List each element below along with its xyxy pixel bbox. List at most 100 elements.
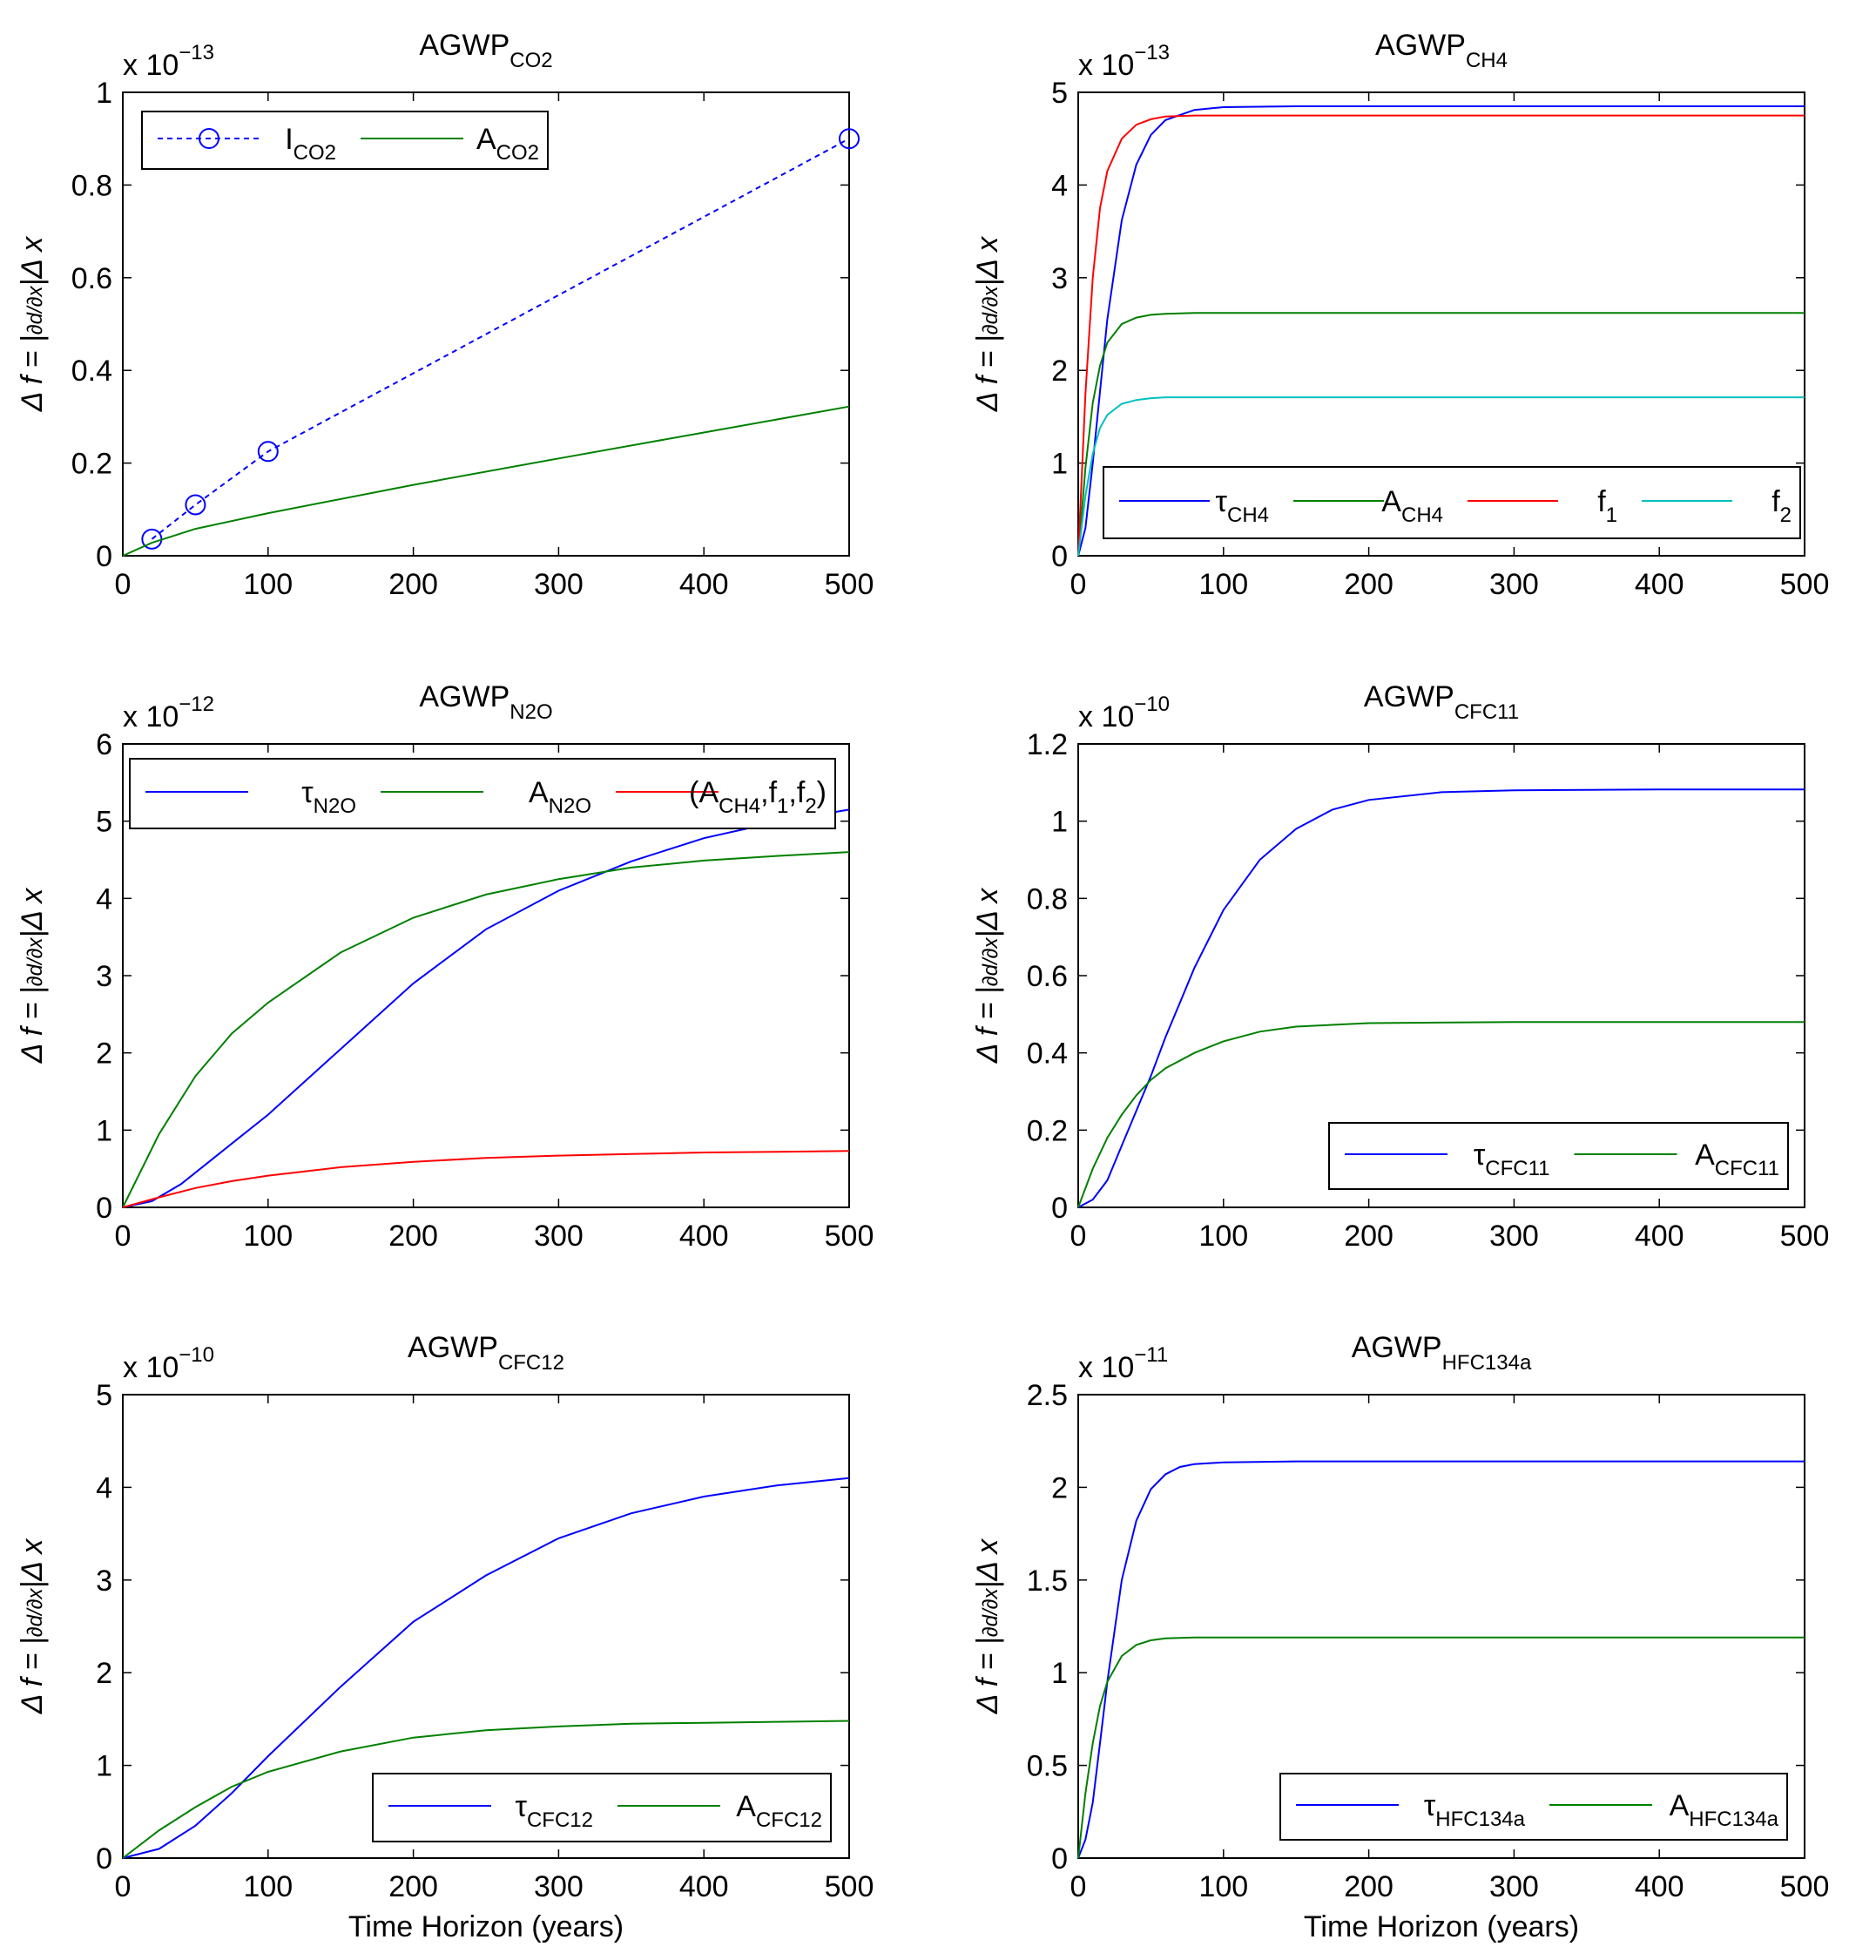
series-line: [122, 1477, 850, 1859]
axis-multiplier: x 10−13: [123, 41, 214, 82]
legend-label: τN2O: [301, 776, 356, 818]
series-line: [1077, 1021, 1805, 1208]
axis-multiplier: x 10−13: [1078, 41, 1170, 82]
legend-label: τCH4: [1216, 485, 1269, 527]
y-tick-label: 6: [96, 728, 112, 761]
y-tick-label: 2: [96, 1657, 112, 1690]
x-tick-label: 100: [1198, 568, 1248, 601]
series-line: [122, 405, 850, 557]
series-f-1: [1077, 114, 1805, 557]
x-tick-label: 500: [1780, 1220, 1830, 1253]
series-line: [1077, 1636, 1805, 1859]
legend-label: τCFC12: [516, 1790, 593, 1832]
x-tick-label: 500: [825, 1220, 874, 1253]
series-τ-n2o: [122, 808, 850, 1208]
y-tick-label: 1: [1051, 1657, 1068, 1690]
y-tick-label: 0: [1051, 1192, 1068, 1225]
x-tick-label: 500: [825, 1870, 874, 1903]
legend: τCFC11 ACFC11: [1328, 1122, 1789, 1190]
legend-box: [129, 758, 836, 829]
series-A-n2o: [122, 851, 850, 1208]
x-tick-label: 200: [388, 1870, 438, 1903]
x-tick-label: 400: [1635, 568, 1684, 601]
legend-label: AN2O: [529, 776, 591, 818]
legend-label: (ACH4,f1,f2): [689, 776, 827, 818]
y-axis-label: Δ f = |∂d/∂x|Δ x: [971, 888, 1004, 1064]
y-tick-label: 0: [1051, 1842, 1068, 1876]
y-tick-label: 0: [1051, 540, 1068, 573]
series-τ-hfc134a: [1077, 1460, 1805, 1859]
y-tick-label: 4: [1051, 169, 1068, 202]
axis-multiplier: x 10−10: [123, 1343, 214, 1384]
y-tick-label: 4: [96, 882, 112, 916]
legend-box: [372, 1773, 832, 1842]
series-A-cfc11: [1077, 1021, 1805, 1208]
legend-label: ACFC11: [1695, 1139, 1779, 1180]
series-A-ch4: [122, 1150, 850, 1208]
legend-label: ACH4: [1381, 485, 1443, 527]
series-f-2: [1077, 396, 1805, 557]
y-tick-label: 2: [1051, 355, 1068, 388]
axis-multiplier: x 10−11: [1078, 1343, 1168, 1384]
y-tick-label: 1.5: [1027, 1565, 1068, 1598]
y-tick-label: 0.2: [1027, 1114, 1068, 1147]
x-tick-label: 400: [679, 1220, 729, 1253]
x-tick-label: 100: [1198, 1220, 1248, 1253]
x-tick-label: 100: [243, 1870, 293, 1903]
chart-title: AGWPCFC12: [408, 1331, 564, 1375]
series-I-co2: [141, 128, 860, 550]
series-A-ch4: [1077, 312, 1805, 557]
y-axis-label: Δ f = |∂d/∂x|Δ x: [16, 888, 49, 1064]
y-tick-label: 0.4: [1027, 1037, 1068, 1071]
x-tick-label: 0: [115, 1220, 132, 1253]
y-tick-label: 5: [1051, 77, 1068, 110]
y-tick-label: 5: [96, 1379, 112, 1412]
axis-multiplier: x 10−10: [1078, 693, 1170, 733]
legend-box: [1328, 1122, 1789, 1190]
y-tick-label: 4: [96, 1471, 112, 1504]
series-line: [122, 808, 850, 1208]
series-line: [1077, 396, 1805, 557]
x-tick-label: 200: [1344, 1870, 1394, 1903]
legend: τCFC12 ACFC12: [372, 1773, 832, 1842]
series-τ-ch4: [1077, 105, 1805, 557]
legend-label: ICO2: [285, 123, 336, 165]
x-tick-label: 0: [1070, 1220, 1087, 1253]
x-tick-label: 0: [1070, 568, 1087, 601]
chart-title: AGWPCFC11: [1364, 680, 1519, 724]
x-tick-label: 500: [1780, 568, 1830, 601]
x-tick-label: 300: [1489, 1870, 1539, 1903]
legend: ICO2 ACO2: [141, 111, 549, 170]
x-tick-label: 500: [1780, 1870, 1830, 1903]
series-line: [1077, 105, 1805, 557]
legend-label: τCFC11: [1474, 1139, 1550, 1180]
y-tick-label: 0.6: [1027, 960, 1068, 993]
x-tick-label: 0: [115, 1870, 132, 1903]
series-line: [151, 138, 850, 540]
x-tick-label: 300: [1489, 1220, 1539, 1253]
chart-panel-ch4: 0 100 200 300 400 500 0 1 2 3 4 5 x 10−13 AGWPCH4 Δ f …: [971, 29, 1829, 601]
series-line: [122, 1720, 850, 1859]
series-line: [1077, 312, 1805, 557]
chart-panel-hfc134a: 0 100 200 300 400 500 0 0.5 1 1.5 2 2.5 x 10−11 AGWPH…: [971, 1331, 1829, 1943]
chart-title: AGWPHFC134a: [1352, 1331, 1532, 1375]
x-tick-label: 0: [115, 568, 132, 601]
legend-label: f2: [1771, 485, 1792, 527]
x-tick-label: 200: [388, 568, 438, 601]
chart-panel-n2o: 0 100 200 300 400 500 0 1 2 3 4 5 6 x 10−12 AGWPN2O Δ f…: [16, 680, 874, 1253]
data-point: [257, 441, 279, 463]
y-tick-label: 0.2: [71, 448, 112, 481]
legend-box: [141, 111, 549, 170]
y-axis-label: Δ f = |∂d/∂x|Δ x: [16, 236, 49, 413]
series-A-hfc134a: [1077, 1636, 1805, 1859]
chart-panel-co2: 0 100 200 300 400 500 0 0.2 0.4 0.6 0.8 1 x 10−13 AGW…: [16, 29, 874, 601]
x-tick-label: 100: [243, 568, 293, 601]
y-tick-label: 5: [96, 806, 112, 839]
legend-box: [1279, 1773, 1788, 1841]
legend-box: [1103, 466, 1801, 539]
y-tick-label: 0.8: [71, 169, 112, 202]
y-tick-label: 1: [1051, 448, 1068, 481]
y-tick-label: 0.5: [1027, 1750, 1068, 1783]
y-tick-label: 0: [96, 1192, 112, 1225]
x-axis-label: Time Horizon (years): [1304, 1910, 1579, 1943]
